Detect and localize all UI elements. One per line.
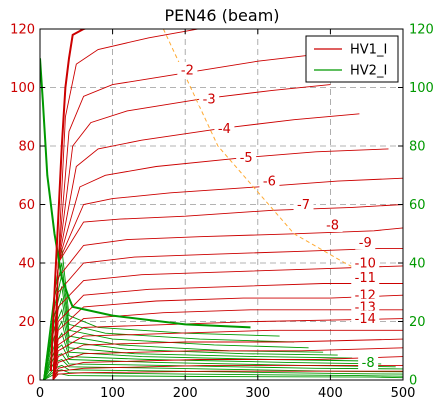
hv2-curve — [43, 373, 403, 380]
x-tick-label: 400 — [318, 386, 343, 401]
hv2-envelope — [40, 58, 251, 329]
curve-label: -9 — [359, 236, 372, 251]
hv1-curve — [52, 177, 403, 380]
y-right-tick-label: 120 — [409, 23, 434, 38]
hv1-curve — [52, 29, 201, 380]
y-left-tick-label: 40 — [18, 257, 35, 272]
curve-label-bg — [351, 287, 380, 303]
curve-label: -5 — [240, 151, 253, 166]
x-tick-label: 0 — [36, 386, 44, 401]
curve-label-bg — [177, 61, 198, 77]
hv1-curve — [52, 294, 403, 380]
hv1-curve — [52, 113, 360, 380]
curve-label: -3 — [203, 93, 216, 108]
y-left-tick-label: 80 — [18, 140, 35, 155]
y-left-tick-label: 100 — [10, 81, 35, 96]
hv1-curve — [52, 283, 403, 380]
curve-label-bg — [214, 120, 235, 136]
x-tick-label: 200 — [173, 386, 198, 401]
curve-label-bg — [355, 234, 376, 250]
y-right-tick-label: 80 — [409, 140, 426, 155]
y-left-tick-label: 60 — [18, 198, 35, 213]
curve-label: -14 — [355, 312, 376, 327]
curve-label: -8 — [362, 356, 375, 371]
hv1-curve — [52, 84, 331, 380]
curve-label-bg — [351, 310, 380, 326]
hv1-curve — [52, 370, 403, 380]
x-tick-label: 500 — [391, 386, 416, 401]
y-right-tick-label: 60 — [409, 198, 426, 213]
y-right-tick-label: 100 — [409, 81, 434, 96]
hv2-curve — [43, 297, 338, 380]
hv1-curve — [52, 347, 403, 380]
hv1-curve — [52, 54, 309, 380]
curve-label-bg — [351, 298, 380, 314]
y-left-tick-label: 120 — [10, 23, 35, 38]
curve-label-bg — [322, 216, 343, 232]
curve-label: -4 — [218, 122, 231, 137]
curve-label-bg — [236, 149, 257, 165]
guide-line — [162, 29, 375, 279]
hv1-curve — [52, 265, 403, 380]
curve-label-bg — [351, 269, 380, 285]
curve-label: -8 — [326, 218, 339, 233]
hv1-curve — [52, 148, 389, 380]
hv1-curve — [52, 227, 403, 380]
hv1-curve — [52, 356, 403, 380]
y-left-tick-label: 20 — [18, 315, 35, 330]
chart-title: PEN46 (beam) — [164, 6, 279, 25]
hv1-curve — [52, 329, 403, 380]
plot-area — [40, 29, 403, 380]
legend-box — [305, 35, 399, 83]
hv1-envelope — [49, 29, 88, 372]
hv1-curve — [52, 309, 403, 380]
y-right-tick-label: 0 — [409, 374, 417, 389]
curve-label: -7 — [297, 198, 310, 213]
hv1-curve — [52, 338, 403, 380]
hv1-curve — [52, 318, 403, 380]
y-right-tick-label: 20 — [409, 315, 426, 330]
curve-label-bg — [358, 354, 379, 370]
legend: HV1_I HV2_I — [305, 35, 399, 83]
curve-label-bg — [259, 173, 280, 189]
hv1-curve — [52, 364, 403, 380]
curve-label: -11 — [355, 271, 376, 286]
hv2-curve — [43, 308, 353, 380]
y-right-tick-label: 40 — [409, 257, 426, 272]
curve-label-bg — [293, 196, 314, 212]
x-tick-label: 300 — [245, 386, 270, 401]
legend-label: HV1_I — [350, 43, 387, 58]
legend-label: HV2_I — [350, 64, 387, 79]
y-left-tick-label: 0 — [27, 374, 35, 389]
curve-label: -2 — [181, 63, 194, 78]
curve-label-bg — [199, 91, 220, 107]
x-tick-label: 100 — [100, 386, 125, 401]
curve-label: -10 — [355, 257, 376, 272]
axes: -2-3-4-5-6-7-8-9-10-11-12-13-14-80 100 200… — [10, 23, 434, 402]
hv1-curve — [52, 204, 403, 380]
curve-label-bg — [351, 255, 380, 270]
curve-label: -6 — [263, 175, 276, 190]
